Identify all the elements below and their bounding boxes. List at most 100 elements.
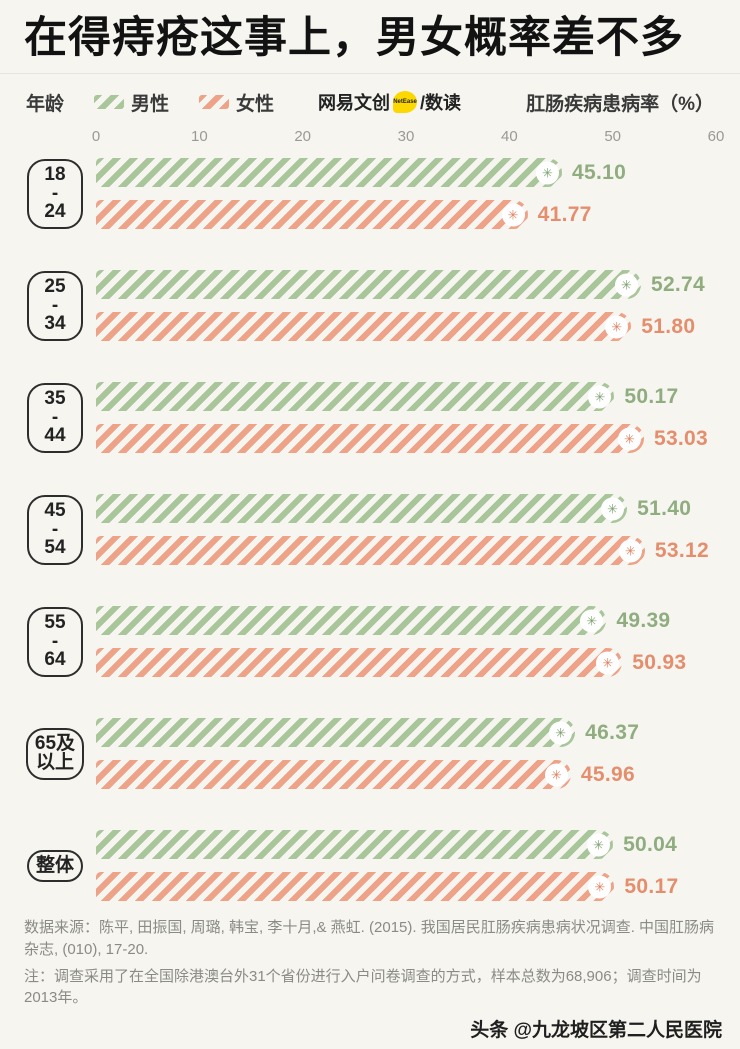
female-bar: ✳︎	[96, 200, 528, 230]
male-value-label: 50.17	[624, 384, 679, 408]
bar-cap-star-icon: ✳︎	[544, 763, 568, 787]
age-group: 65及 以上 ✳︎ 46.37 ✳︎ 45.96	[22, 718, 716, 790]
female-bar-row: ✳︎ 50.17	[96, 872, 716, 902]
male-bar-row: ✳︎ 51.40	[96, 494, 716, 524]
female-value-label: 51.80	[641, 314, 696, 338]
x-axis-tick: 10	[190, 128, 208, 146]
legend-male: 男性	[94, 89, 169, 116]
age-group-label: 35 - 44	[27, 383, 83, 453]
bar-pair: ✳︎ 51.40 ✳︎ 53.12	[96, 494, 716, 566]
age-group: 55 - 64 ✳︎ 49.39 ✳︎ 50.93	[22, 606, 716, 678]
age-group-label-column: 18 - 24	[22, 159, 88, 229]
male-value-label: 52.74	[650, 272, 706, 296]
age-group: 35 - 44 ✳︎ 50.17 ✳︎ 53.03	[22, 382, 716, 454]
legend-female: 女性	[199, 89, 274, 116]
age-group-label: 65及 以上	[25, 728, 85, 780]
female-bar-row: ✳︎ 53.12	[96, 536, 716, 566]
male-bar-row: ✳︎ 49.39	[96, 606, 716, 636]
male-bar-row: ✳︎ 50.04	[96, 830, 716, 860]
female-bar-row: ✳︎ 53.03	[96, 424, 716, 454]
female-value-label: 50.17	[624, 874, 679, 898]
x-axis-tick: 50	[604, 128, 621, 146]
x-axis-tick: 40	[500, 128, 518, 146]
bar-pair: ✳︎ 46.37 ✳︎ 45.96	[96, 718, 716, 790]
age-group-label-column: 整体	[22, 849, 88, 883]
age-group-label: 45 - 54	[27, 495, 83, 565]
bar-cap-star-icon: ✳︎	[580, 609, 604, 633]
bar-cap-star-icon: ✳︎	[536, 161, 560, 185]
male-value-label: 49.39	[616, 608, 671, 632]
bar-pair: ✳︎ 50.17 ✳︎ 53.03	[96, 382, 716, 454]
x-axis-tick: 60	[707, 128, 725, 146]
bar-cap-star-icon: ✳︎	[549, 721, 573, 745]
survey-note: 注：调查采用了在全国除港澳台外31个省份进行入户问卷调查的方式，样本总数为68,…	[24, 968, 702, 1007]
x-axis-tick: 0	[91, 128, 101, 146]
age-group-label: 整体	[26, 849, 83, 883]
age-group-label: 25 - 34	[27, 271, 83, 341]
watermark: 头条 @九龙坡区第二人民医院	[470, 1019, 722, 1041]
bar-cap-star-icon: ✳︎	[588, 385, 612, 409]
female-bar: ✳︎	[96, 760, 571, 790]
source-note: 数据来源：陈平, 田振国, 周璐, 韩宝, 李十月,& 燕虹. (2015). …	[24, 919, 715, 958]
male-value-label: 50.04	[623, 832, 678, 856]
header: 在得痔疮这事上，男女概率差不多	[0, 0, 740, 75]
bar-cap-star-icon: ✳︎	[605, 315, 629, 339]
bar-cap-star-icon: ✳︎	[588, 875, 612, 899]
male-bar: ✳︎	[96, 606, 607, 636]
female-bar: ✳︎	[96, 648, 623, 678]
female-value-label: 45.96	[580, 762, 635, 786]
female-bar-row: ✳︎ 41.77	[96, 200, 716, 230]
age-group-label-column: 45 - 54	[22, 495, 88, 565]
age-group: 45 - 54 ✳︎ 51.40 ✳︎ 53.12	[22, 494, 716, 566]
age-group: 整体 ✳︎ 50.04 ✳︎ 50.17	[22, 830, 716, 902]
female-bar: ✳︎	[96, 424, 644, 454]
netease-badge-icon: NetEase	[393, 91, 418, 114]
axis-title: 肛肠疾病患病率（%）	[526, 93, 714, 115]
male-bar: ✳︎	[96, 270, 641, 300]
age-group: 25 - 34 ✳︎ 52.74 ✳︎ 51.80	[22, 270, 716, 342]
x-axis-tick: 20	[294, 128, 311, 146]
female-swatch-icon	[199, 95, 230, 110]
bar-cap-star-icon: ✳︎	[601, 497, 625, 521]
male-bar-row: ✳︎ 52.74	[96, 270, 716, 300]
female-bar-row: ✳︎ 50.93	[96, 648, 716, 678]
female-bar: ✳︎	[96, 312, 632, 342]
age-group-label-column: 65及 以上	[22, 728, 88, 780]
age-group-label-column: 55 - 64	[22, 607, 88, 677]
brand-name: 网易文创	[318, 93, 391, 114]
age-group-label-column: 25 - 34	[22, 271, 88, 341]
bar-cap-star-icon: ✳︎	[596, 651, 620, 675]
bar-cap-star-icon: ✳︎	[614, 273, 638, 297]
male-bar: ✳︎	[96, 830, 614, 860]
bar-pair: ✳︎ 52.74 ✳︎ 51.80	[96, 270, 716, 342]
male-bar: ✳︎	[96, 494, 628, 524]
footer: 数据来源：陈平, 田振国, 周璐, 韩宝, 李十月,& 燕虹. (2015). …	[24, 917, 716, 1008]
bar-pair: ✳︎ 49.39 ✳︎ 50.93	[96, 606, 716, 678]
brand-suffix: /数读	[420, 93, 462, 114]
bar-cap-star-icon: ✳︎	[618, 539, 642, 563]
female-bar: ✳︎	[96, 536, 645, 566]
male-bar-row: ✳︎ 45.10	[96, 158, 716, 188]
female-bar: ✳︎	[96, 872, 615, 902]
male-bar-row: ✳︎ 46.37	[96, 718, 716, 748]
female-bar-row: ✳︎ 51.80	[96, 312, 716, 342]
male-bar: ✳︎	[96, 718, 576, 748]
bar-cap-star-icon: ✳︎	[617, 427, 641, 451]
bar-cap-star-icon: ✳︎	[501, 203, 525, 227]
brand-logo: 网易文创 NetEase /数读	[318, 89, 461, 115]
age-axis-label: 年龄	[26, 93, 65, 115]
male-value-label: 45.10	[572, 160, 627, 184]
x-axis-tick: 30	[397, 128, 415, 146]
female-value-label: 41.77	[537, 202, 592, 226]
age-group-label: 18 - 24	[27, 159, 83, 229]
legend-row: 年龄 男性 女性 网易文创 NetEase /数读 肛肠疾病患病率（%）	[26, 88, 714, 116]
age-group-label-column: 35 - 44	[22, 383, 88, 453]
female-value-label: 50.93	[632, 650, 687, 674]
page-title: 在得痔疮这事上，男女概率差不多	[24, 14, 684, 62]
male-swatch-icon	[94, 95, 125, 110]
age-group: 18 - 24 ✳︎ 45.10 ✳︎ 41.77	[22, 158, 716, 230]
male-value-label: 46.37	[585, 720, 640, 744]
legend-male-label: 男性	[131, 93, 170, 115]
female-value-label: 53.12	[654, 538, 709, 562]
bar-cap-star-icon: ✳︎	[587, 833, 611, 857]
